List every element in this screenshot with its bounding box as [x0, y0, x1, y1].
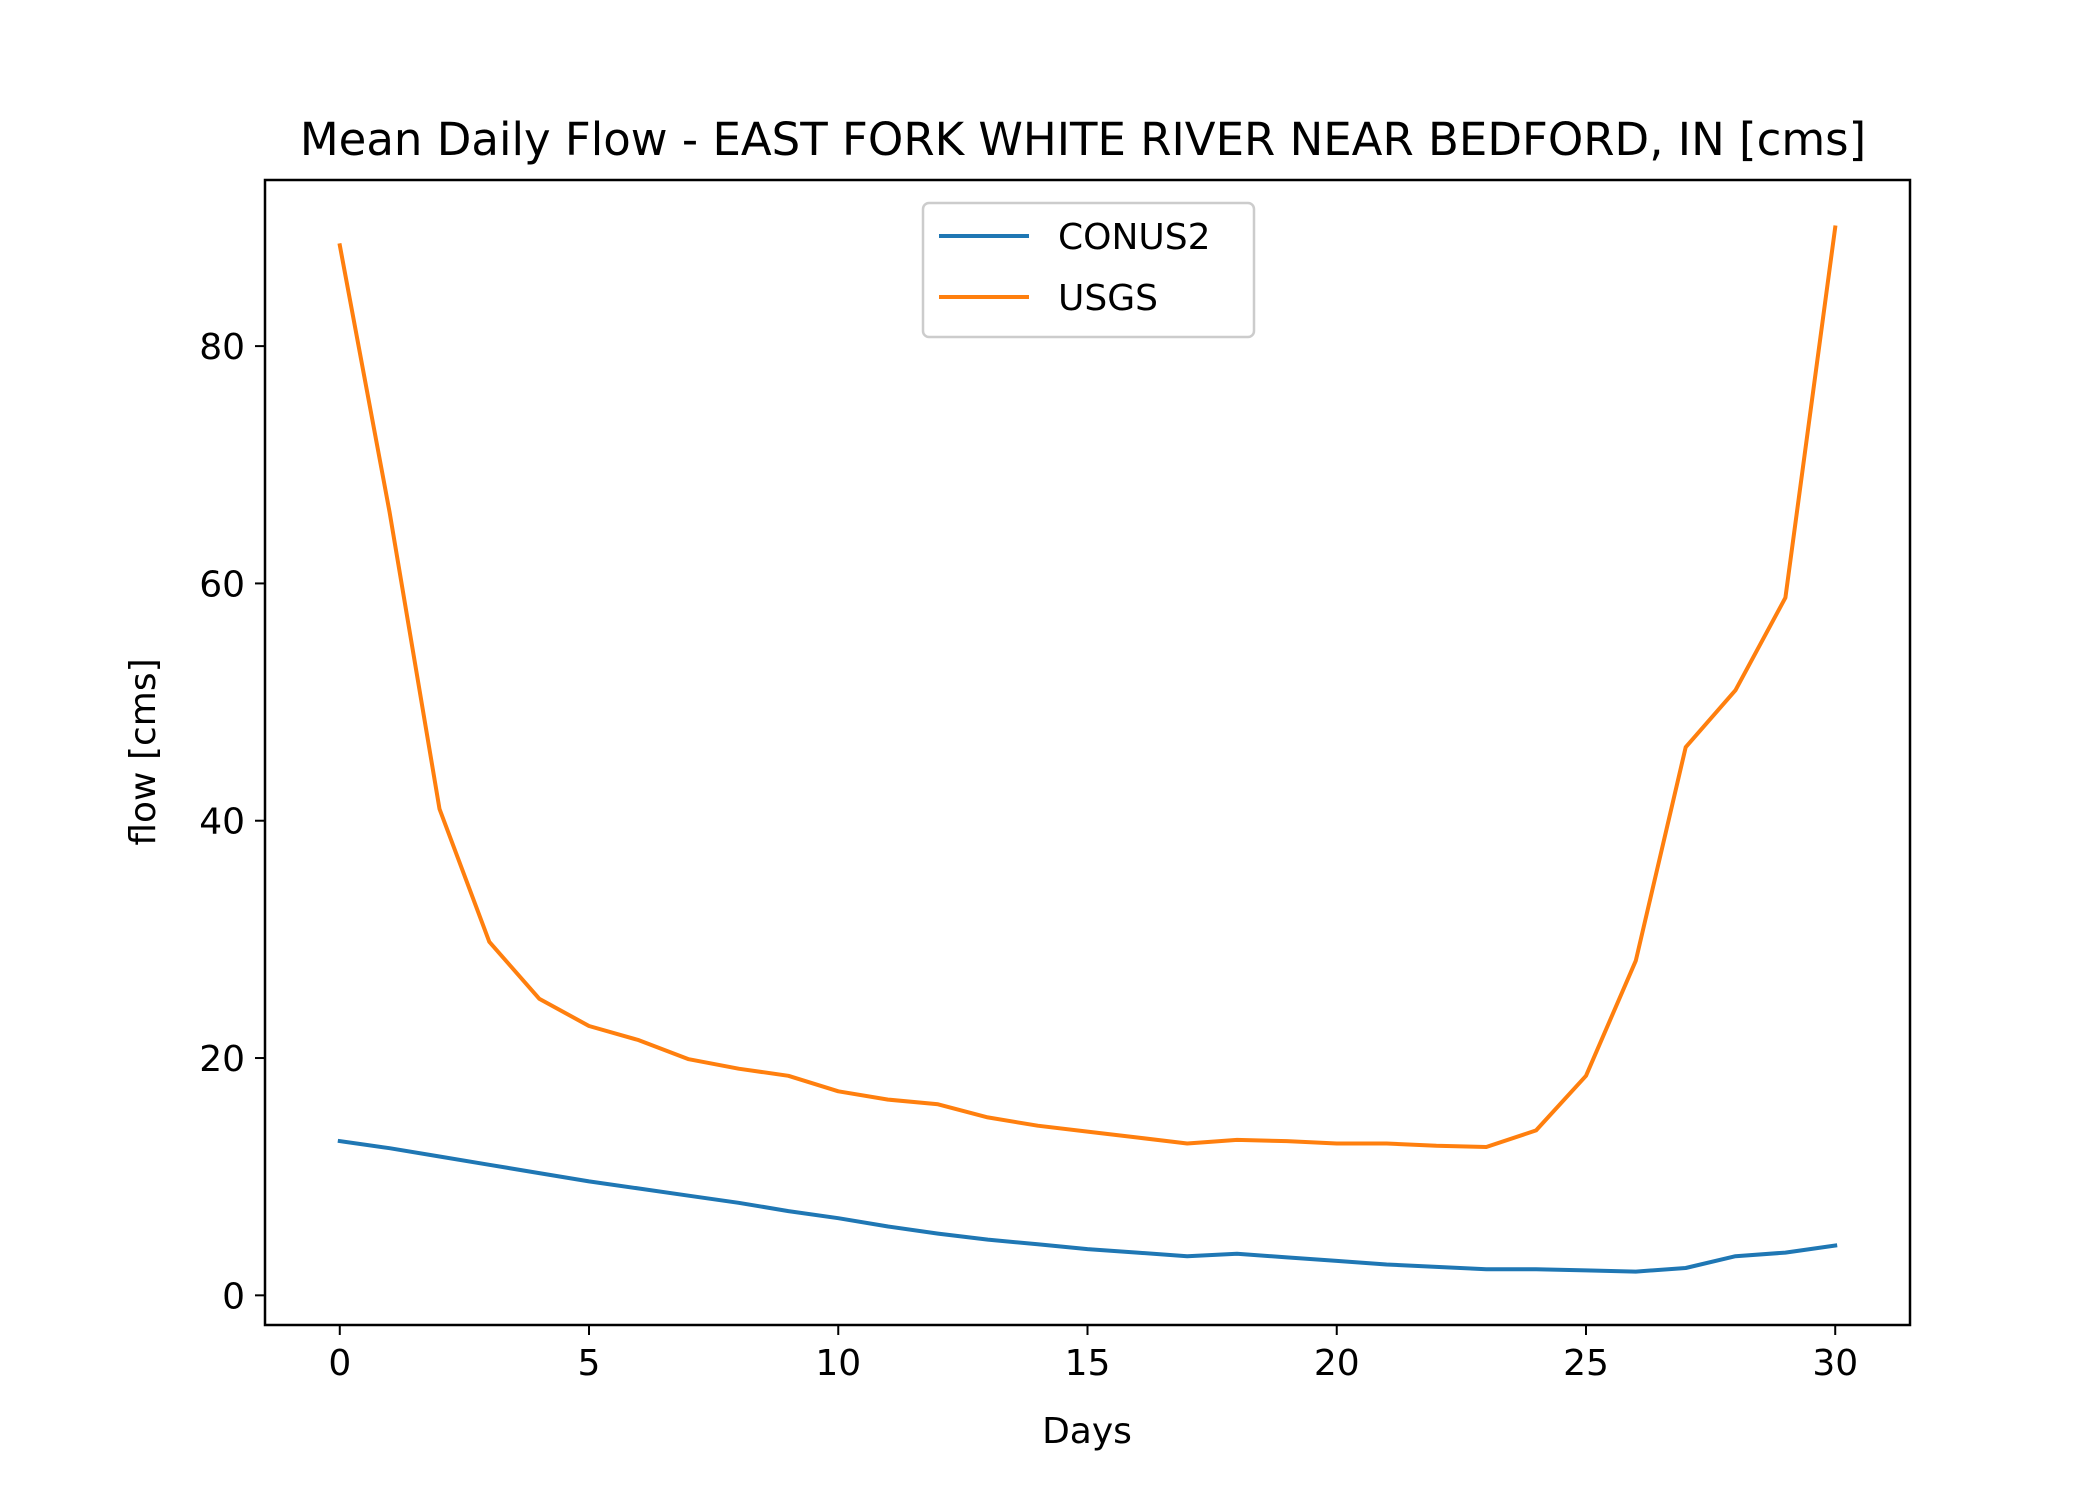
x-axis: 0 5 10 15 20 25 30 — [328, 1325, 1858, 1384]
y-tick-label: 20 — [199, 1039, 245, 1080]
y-tick-label: 0 — [222, 1276, 245, 1317]
x-tick-label: 0 — [328, 1343, 351, 1384]
x-tick-label: 5 — [578, 1343, 601, 1384]
legend: CONUS2 USGS — [921, 201, 1256, 339]
y-tick-label: 60 — [199, 564, 245, 605]
chart-title: Mean Daily Flow - EAST FORK WHITE RIVER … — [300, 113, 1866, 166]
series-line-conus2 — [337, 1138, 1838, 1274]
x-tick-label: 30 — [1812, 1343, 1858, 1384]
y-tick-label: 80 — [199, 327, 245, 368]
x-axis-label: Days — [1042, 1411, 1132, 1452]
legend-label-conus2: CONUS2 — [1058, 217, 1211, 258]
x-tick-label: 10 — [815, 1343, 861, 1384]
legend-label-usgs: USGS — [1058, 278, 1158, 319]
series-line-usgs — [337, 225, 1838, 1149]
plot-area: 0 5 10 15 20 25 30 0 20 40 60 80 — [199, 178, 1912, 1384]
x-tick-label: 20 — [1314, 1343, 1360, 1384]
y-axis: 0 20 40 60 80 — [199, 327, 265, 1317]
x-tick-label: 25 — [1563, 1343, 1609, 1384]
y-axis-label: flow [cms] — [123, 658, 164, 845]
y-tick-label: 40 — [199, 802, 245, 843]
series-layer — [337, 225, 1838, 1274]
plot-frame — [263, 178, 1912, 1327]
x-tick-label: 15 — [1065, 1343, 1111, 1384]
